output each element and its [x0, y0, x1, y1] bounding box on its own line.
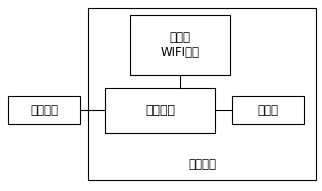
Text: 显示装置: 显示装置	[30, 104, 58, 117]
Bar	[105, 88, 215, 133]
Bar	[8, 96, 80, 124]
Text: 储存器: 储存器	[258, 104, 279, 117]
Text: 主处理器: 主处理器	[145, 104, 175, 117]
Bar	[130, 15, 230, 75]
Bar	[232, 96, 304, 124]
Text: 智能终端: 智能终端	[188, 159, 216, 172]
Text: 蓝牙或
WIFI模块: 蓝牙或 WIFI模块	[160, 31, 200, 59]
Bar	[88, 8, 316, 180]
